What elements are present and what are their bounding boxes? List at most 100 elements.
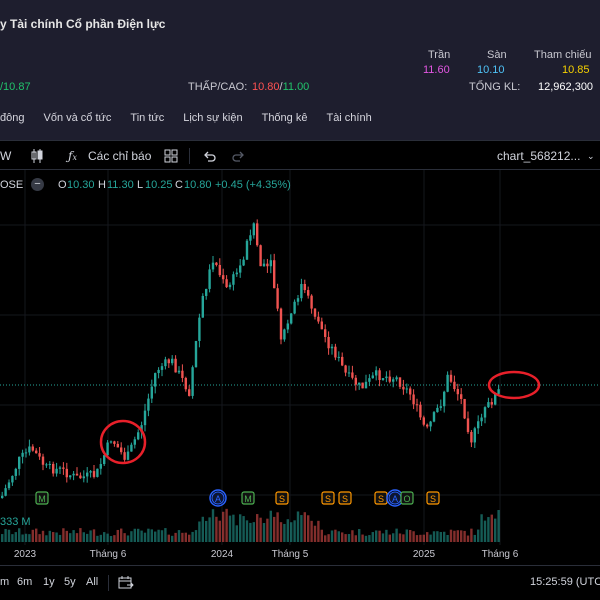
volume-bar [364,535,368,542]
tab-capital-dividends[interactable]: Vốn và cổ tức [43,112,112,124]
candle-body [453,381,456,390]
candle-body [225,279,228,288]
volume-bar [28,534,31,542]
templates-grid-icon[interactable] [164,149,178,163]
volume-bar [313,525,317,542]
volume-bar [11,534,14,542]
volume-bar [239,514,242,542]
volume-bar [194,530,198,542]
range-1y[interactable]: 1y [43,576,55,588]
candle-body [113,441,116,444]
change-value: +0.45 (+4.35%) [215,179,291,191]
function-icon[interactable]: ƒx [68,149,77,163]
candle-body [262,263,266,267]
total-volume-label: TỔNG KL: [469,81,521,93]
event-marker[interactable]: M [241,491,255,505]
volume-bar [245,520,249,542]
candle-body [194,341,198,368]
event-marker[interactable]: S [321,491,335,505]
range-6m[interactable]: 6m [17,576,33,588]
volume-bar [266,518,269,542]
current-price: /10.87 [0,81,31,93]
volume-bar [283,523,286,542]
volume-bar [429,534,432,542]
chart-name-button[interactable]: chart_568212... [497,149,581,163]
event-marker[interactable]: S [426,491,440,505]
volume-bar [106,533,109,542]
candle-body [446,374,449,392]
candle-body [201,295,204,318]
event-marker[interactable]: S [374,491,388,505]
indicators-button[interactable]: Các chỉ báo [88,149,152,163]
volume-bar [92,529,96,542]
candle-body [361,382,364,389]
candle-body [11,475,14,483]
interval-button[interactable]: W [0,149,12,163]
volume-bar [65,530,68,542]
tab-financials[interactable]: Tài chính [326,112,372,124]
event-marker[interactable]: M [35,491,49,505]
volume-bar [201,516,204,542]
high-value: 11.00 [282,81,310,93]
candle-body [283,329,286,340]
volume-bar [41,530,45,542]
volume-bar [215,516,218,542]
volume-bar [296,511,300,542]
candle-body [412,394,415,405]
volume-bar [198,521,201,542]
candle-body [133,439,136,445]
candles-series [1,219,500,499]
volume-bar [259,517,262,542]
candles-icon[interactable] [30,148,44,164]
volume-bar [490,514,493,542]
candle-body [106,442,109,456]
chart-grid [0,170,600,545]
tab-shareholders[interactable]: đông [0,112,25,124]
candle-body [368,378,371,382]
event-marker[interactable]: A [209,489,227,507]
bottom-divider [108,575,109,591]
candle-body [205,288,208,296]
volume-bar [52,532,55,542]
volume-bar [368,535,371,542]
range-5y[interactable]: 5y [64,576,76,588]
tab-statistics[interactable]: Thống kê [261,112,308,124]
volume-bar [222,511,225,542]
event-letter: S [325,494,331,504]
event-letter: O [403,494,410,504]
candle-body [130,444,133,452]
candle-body [126,451,130,460]
undo-icon[interactable] [202,149,216,163]
volume-bar [327,534,330,542]
volume-bar [453,530,456,542]
candle-body [116,443,119,448]
candle-body [398,377,402,387]
x-axis-labels: 2023 Tháng 6 2024 Tháng 5 2025 Tháng 6 [14,549,519,560]
volume-bar [116,529,119,542]
range-1m[interactable]: m [0,576,10,588]
tab-news[interactable]: Tin tức [130,112,165,124]
volume-bar [228,515,232,542]
event-marker[interactable]: S [338,491,352,505]
volume-bar [256,514,259,542]
range-all[interactable]: All [86,576,99,588]
candle-body [303,283,306,291]
event-marker[interactable]: S [275,491,289,505]
candle-body [337,356,340,358]
event-marker[interactable]: O [400,491,414,505]
volume-bar [235,525,238,542]
candle-body [395,377,398,380]
volume-bar [242,516,245,542]
volume-bar [79,528,82,542]
toolbar-divider [189,148,190,164]
candle-body [330,346,334,349]
tab-event-calendar[interactable]: Lịch sự kiện [183,112,243,124]
volume-bar [249,522,252,542]
redo-icon[interactable] [232,149,246,163]
chevron-down-icon[interactable]: ⌄ [587,151,595,161]
calendar-range-icon[interactable] [118,575,134,590]
candle-body [422,417,425,425]
collapse-icon[interactable]: − [31,178,44,191]
candle-body [21,452,24,457]
